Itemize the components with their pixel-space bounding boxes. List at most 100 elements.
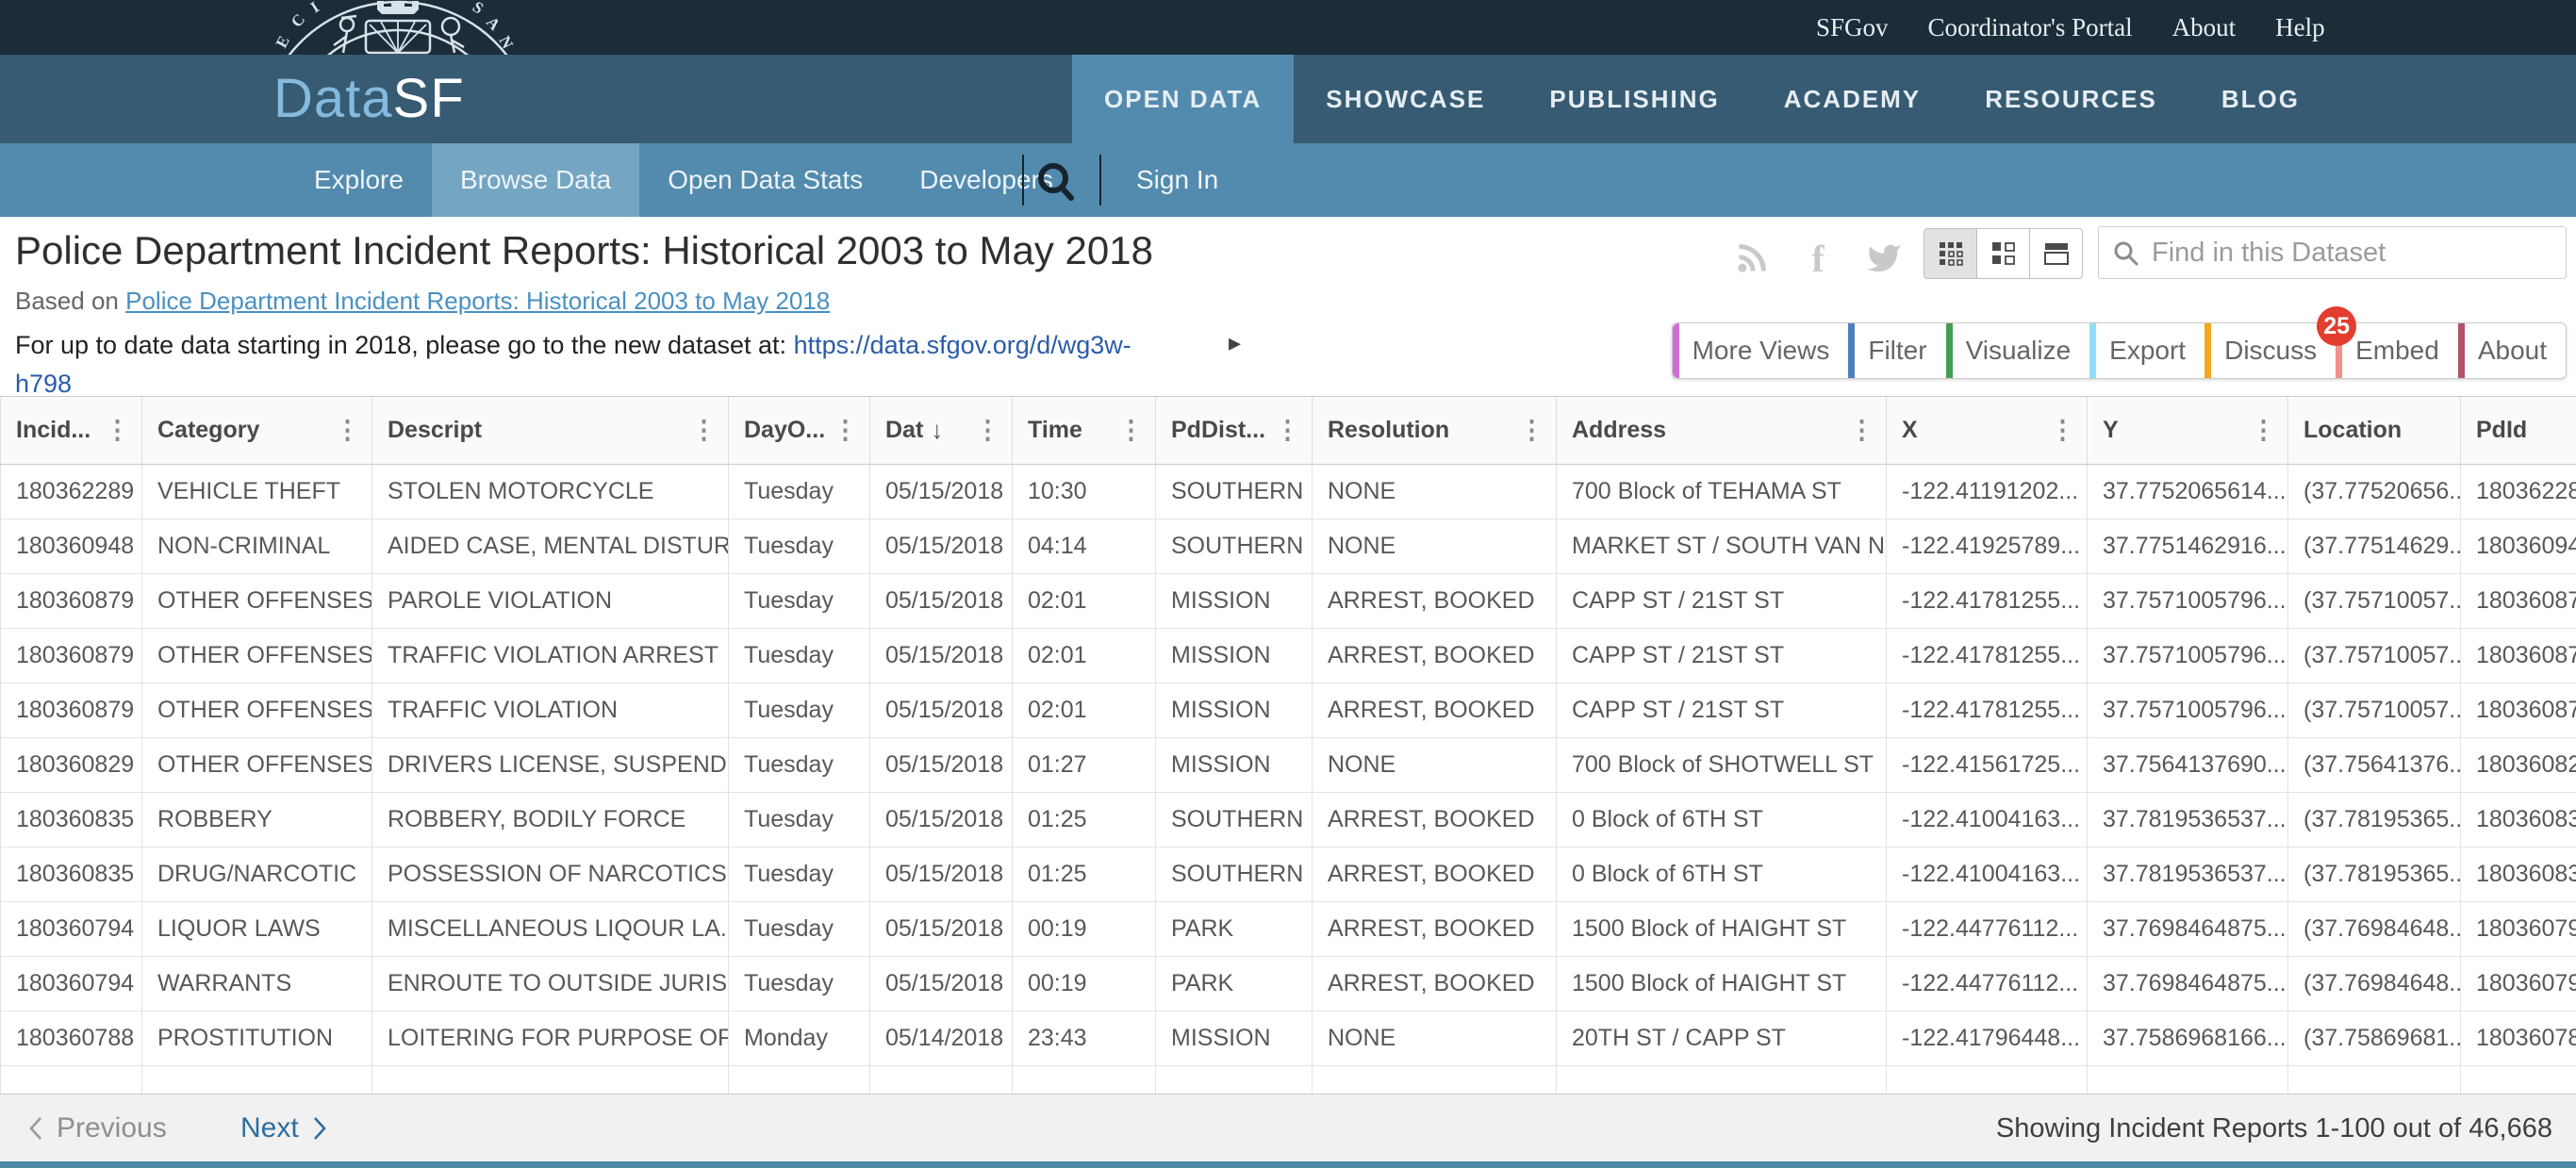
table-row[interactable]: 180360879 OTHER OFFENSES TRAFFIC VIOLATION… (0, 683, 2576, 738)
column-label: X (1902, 417, 1918, 443)
column-menu-icon[interactable]: ⋮ (975, 416, 1000, 444)
twitter-icon[interactable] (1865, 239, 1903, 277)
notice-text: For up to date data starting in 2018, pl… (15, 331, 787, 359)
column-header-pddist: PdDist... ⋮ (1155, 397, 1313, 465)
find-in-dataset-input[interactable] (2152, 227, 2557, 278)
column-header-inner: X ⋮ (1887, 397, 2087, 464)
search-icon[interactable] (1033, 158, 1086, 202)
divider (1022, 155, 1024, 206)
find-in-dataset-box (2098, 226, 2567, 279)
table-cell: MISSION (1155, 573, 1313, 629)
page-title: Police Department Incident Reports: Hist… (15, 228, 1153, 272)
table-cell: 700 Block of SHOTWELL ST (1556, 737, 1887, 793)
table-cell (728, 1065, 870, 1094)
table-cell: ARREST, BOOKED (1312, 847, 1557, 902)
notice-link[interactable]: https://data.sfgov.org/d/wg3w- (793, 331, 1131, 359)
column-menu-icon[interactable]: ⋮ (1519, 416, 1544, 444)
column-header-inner: Address ⋮ (1557, 397, 1886, 464)
based-on-link[interactable]: Police Department Incident Reports: Hist… (125, 287, 831, 315)
column-header-y: Y ⋮ (2087, 397, 2288, 465)
column-menu-icon[interactable]: ⋮ (335, 416, 360, 444)
grid-view-button[interactable] (1924, 228, 1977, 279)
table-row[interactable]: 180362289 VEHICLE THEFT STOLEN MOTORCYCLE T… (0, 464, 2576, 519)
visualize-button[interactable]: Visualize (1945, 323, 2090, 378)
svg-text:N: N (495, 33, 517, 52)
main-nav-tab-open-data[interactable]: OPEN DATA (1072, 55, 1295, 143)
table-row[interactable]: 180360829 OTHER OFFENSES DRIVERS LICENSE, … (0, 737, 2576, 793)
about-button[interactable]: About (2457, 323, 2566, 378)
table-cell: PARK (1155, 901, 1313, 957)
export-button[interactable]: Export (2089, 323, 2205, 378)
sub-nav-tab-developers[interactable]: Developers (919, 165, 1053, 194)
table-row[interactable]: 180360835 ROBBERY ROBBERY, BODILY FORCE Tue… (0, 792, 2576, 847)
table-row[interactable]: 180360948 NON-CRIMINAL AIDED CASE, MENTAL … (0, 518, 2576, 574)
svg-text:A: A (483, 13, 504, 34)
column-menu-icon[interactable]: ⋮ (105, 416, 130, 444)
main-nav-tab-resources[interactable]: RESOURCES (1985, 85, 2157, 113)
next-button[interactable]: Next (240, 1094, 327, 1162)
table-row[interactable]: 180360794 LIQUOR LAWS MISCELLANEOUS LIQOUR… (0, 901, 2576, 957)
main-nav-tab-academy[interactable]: ACADEMY (1783, 85, 1922, 113)
table-row[interactable]: 180360794 WARRANTS ENROUTE TO OUTSIDE JURI… (0, 956, 2576, 1012)
sub-nav-tab-explore[interactable]: Explore (314, 165, 404, 194)
column-menu-icon[interactable]: ⋮ (1275, 416, 1300, 444)
column-menu-icon[interactable]: ⋮ (2251, 416, 2276, 444)
table-cell: 37.7752065614... (2087, 464, 2288, 519)
facebook-icon[interactable]: f (1811, 237, 1825, 280)
table-row[interactable]: 180360788 PROSTITUTION LOITERING FOR PURPO… (0, 1011, 2576, 1066)
column-menu-icon[interactable]: ⋮ (833, 416, 858, 444)
datasf-logo[interactable]: DataSF (273, 55, 465, 143)
column-header-category: Category ⋮ (141, 397, 372, 465)
gov-link-coordinator-s-portal[interactable]: Coordinator's Portal (1927, 12, 2133, 41)
table-cell: 37.7571005796... (2087, 573, 2288, 629)
expand-description-icon[interactable]: ▸ (1229, 328, 1242, 356)
sign-in-link[interactable]: Sign In (1136, 165, 1219, 194)
gov-link-sfgov[interactable]: SFGov (1816, 12, 1889, 41)
rss-icon[interactable] (1733, 239, 1771, 277)
table-body: 180362289 VEHICLE THEFT STOLEN MOTORCYCLE T… (0, 464, 2576, 1094)
table-cell (0, 1065, 142, 1094)
sub-nav-tab-browse-data[interactable]: Browse Data (431, 143, 640, 217)
previous-button[interactable]: Previous (28, 1094, 167, 1162)
table-cell: -122.41561725... (1886, 737, 2088, 793)
notice-link-wrapped[interactable]: h798 (15, 370, 73, 396)
column-menu-icon[interactable]: ⋮ (691, 416, 717, 444)
column-menu-icon[interactable]: ⋮ (2050, 416, 2075, 444)
table-cell: (37.75869681... (2287, 1011, 2461, 1066)
table-row[interactable]: 180360879 OTHER OFFENSES PAROLE VIOLATION T… (0, 573, 2576, 629)
table-row[interactable]: 180360835 DRUG/NARCOTIC POSSESSION OF NARC… (0, 847, 2576, 902)
card-view-button[interactable] (1976, 228, 2030, 279)
gov-link-about[interactable]: About (2171, 12, 2237, 41)
table-cell: 00:19 (1012, 901, 1156, 957)
table-cell: Tuesday (728, 628, 870, 683)
column-label: Time (1028, 417, 1082, 443)
page-view-button[interactable] (2029, 228, 2083, 279)
filter-button[interactable]: Filter (1848, 323, 1946, 378)
main-nav-tab-blog[interactable]: BLOG (2221, 85, 2300, 113)
table-cell: ROBBERY, BODILY FORCE (372, 792, 729, 847)
table-cell: 04:14 (1012, 518, 1156, 574)
embed-button[interactable]: Embed (2336, 323, 2458, 378)
sort-descending-icon[interactable]: ↓ (931, 416, 944, 444)
column-menu-icon[interactable]: ⋮ (1118, 416, 1144, 444)
table-cell: ARREST, BOOKED (1312, 792, 1557, 847)
table-cell: 02:01 (1012, 683, 1156, 738)
table-cell: (37.78195365... (2287, 847, 2461, 902)
table-cell: SOUTHERN (1155, 792, 1313, 847)
main-nav-tab-showcase[interactable]: SHOWCASE (1326, 85, 1486, 113)
table-cell: (37.77520656... (2287, 464, 2461, 519)
table-cell: (37.75641376... (2287, 737, 2461, 793)
table-row[interactable]: 180360879 OTHER OFFENSES TRAFFIC VIOLATION… (0, 628, 2576, 683)
sub-nav-tab-open-data-stats[interactable]: Open Data Stats (668, 165, 864, 194)
column-header-address: Address ⋮ (1556, 397, 1887, 465)
discuss-button[interactable]: Discuss 25 (2204, 306, 2357, 378)
table-cell: 180360879 (0, 573, 142, 629)
gov-link-help[interactable]: Help (2275, 12, 2325, 41)
table-cell: PARK (1155, 956, 1313, 1012)
table-cell: -122.41925789... (1886, 518, 2088, 574)
column-menu-icon[interactable]: ⋮ (1849, 416, 1874, 444)
table-cell: POSSESSION OF NARCOTICS P... (372, 847, 729, 902)
column-header-inner: DayO... ⋮ (729, 397, 869, 464)
main-nav-tab-publishing[interactable]: PUBLISHING (1549, 85, 1720, 113)
more-views-button[interactable]: More Views (1672, 323, 1849, 378)
